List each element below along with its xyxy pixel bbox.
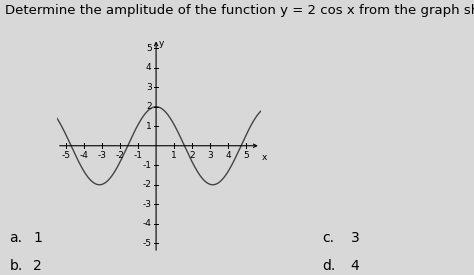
Text: b.: b. bbox=[9, 258, 23, 273]
Text: c.: c. bbox=[322, 231, 334, 245]
Text: 4: 4 bbox=[146, 63, 152, 72]
Text: 4: 4 bbox=[351, 258, 359, 273]
Text: 5: 5 bbox=[146, 44, 152, 53]
Text: -4: -4 bbox=[143, 219, 152, 228]
Text: 1: 1 bbox=[171, 151, 177, 160]
Text: 2: 2 bbox=[189, 151, 195, 160]
Text: 1: 1 bbox=[146, 122, 152, 131]
Text: -1: -1 bbox=[134, 151, 143, 160]
Text: y: y bbox=[158, 40, 164, 48]
Text: -2: -2 bbox=[143, 180, 152, 189]
Text: a.: a. bbox=[9, 231, 22, 245]
Text: Determine the amplitude of the function y = 2 cos x from the graph shown below:: Determine the amplitude of the function … bbox=[5, 4, 474, 17]
Text: -5: -5 bbox=[62, 151, 71, 160]
Text: -2: -2 bbox=[116, 151, 125, 160]
Text: 3: 3 bbox=[207, 151, 213, 160]
Text: 3: 3 bbox=[351, 231, 359, 245]
Text: 4: 4 bbox=[226, 151, 231, 160]
Text: -5: -5 bbox=[143, 239, 152, 248]
Text: 2: 2 bbox=[33, 258, 42, 273]
Text: 1: 1 bbox=[33, 231, 42, 245]
Text: 5: 5 bbox=[243, 151, 249, 160]
Text: -3: -3 bbox=[98, 151, 107, 160]
Text: 3: 3 bbox=[146, 83, 152, 92]
Text: 2: 2 bbox=[146, 102, 152, 111]
Text: -1: -1 bbox=[143, 161, 152, 170]
Text: -4: -4 bbox=[80, 151, 88, 160]
Text: x: x bbox=[262, 153, 267, 162]
Text: d.: d. bbox=[322, 258, 336, 273]
Text: -3: -3 bbox=[143, 200, 152, 209]
